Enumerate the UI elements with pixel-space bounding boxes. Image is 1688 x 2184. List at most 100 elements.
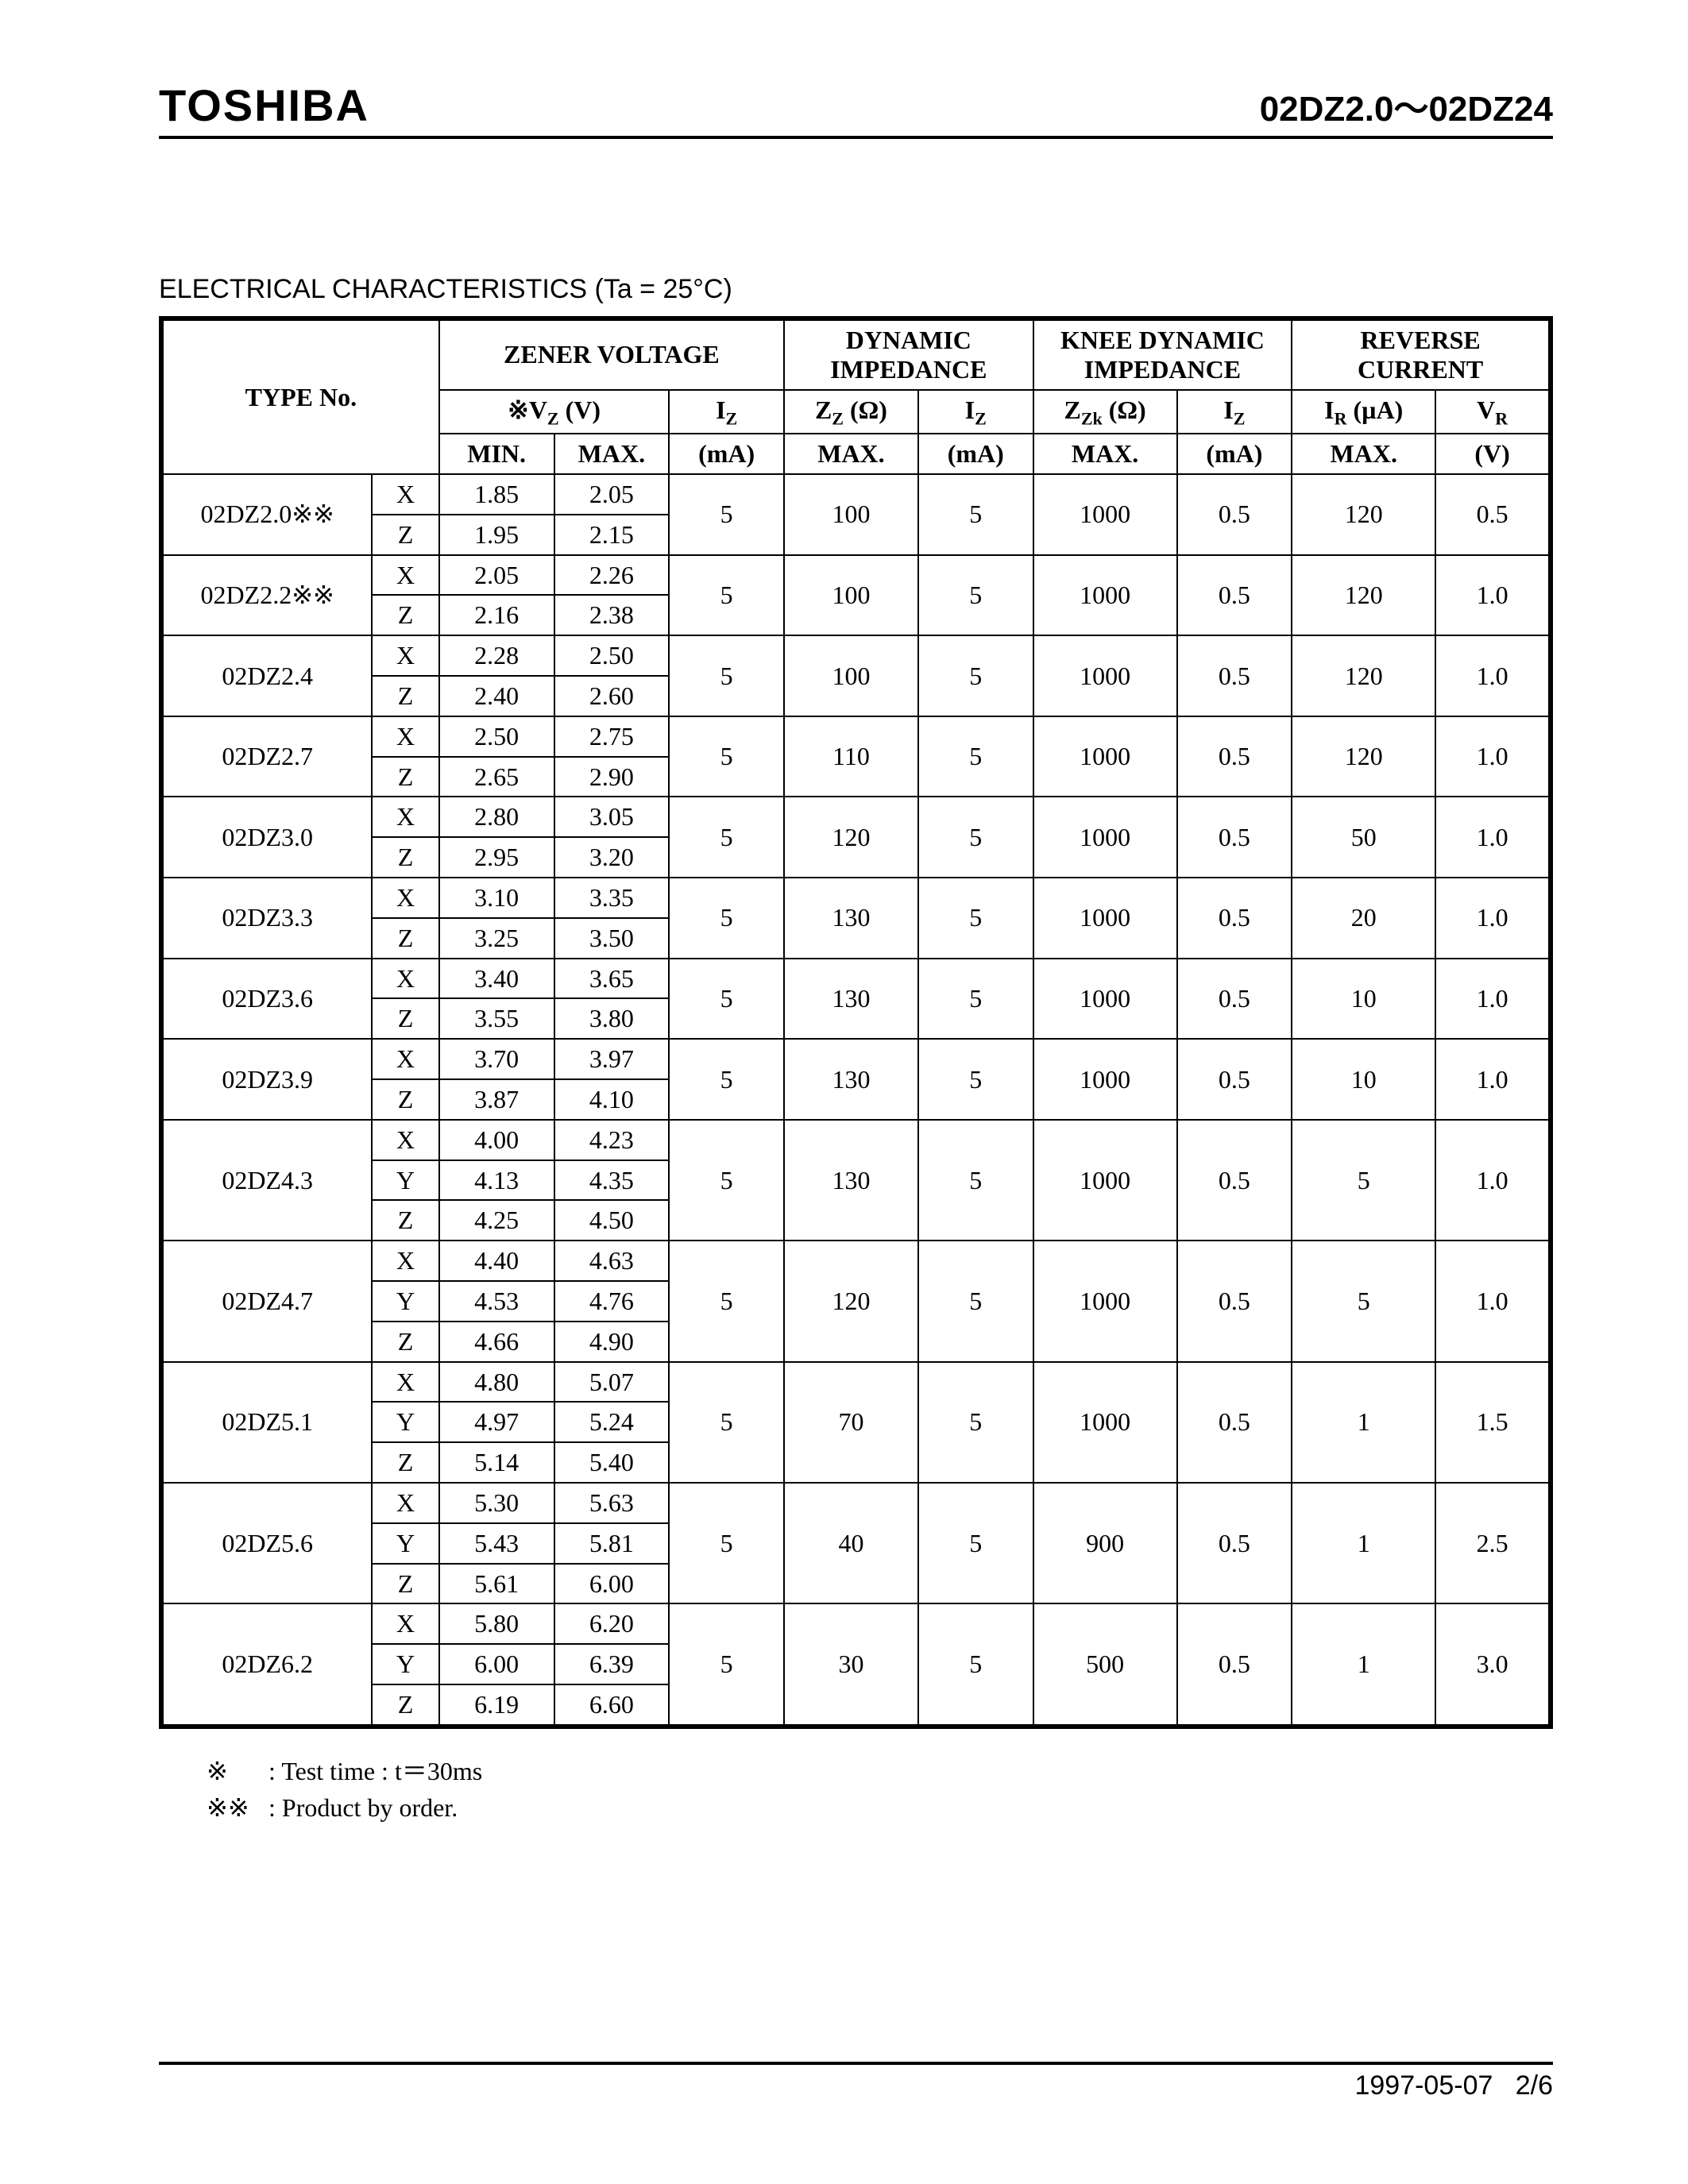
footer-rule: [159, 2062, 1553, 2065]
cell-grade: X: [372, 1039, 438, 1079]
cell-ir: 120: [1292, 555, 1435, 636]
cell-iz1: 5: [669, 1483, 784, 1603]
table-row: 02DZ3.0X2.803.055120510000.5501.0: [161, 797, 1551, 837]
footnote-1: ※ : Test time : t＝30ms: [207, 1753, 1553, 1789]
cell-vz-max: 6.39: [554, 1644, 670, 1684]
brand-logo: TOSHIBA: [159, 79, 369, 131]
cell-iz1: 5: [669, 635, 784, 716]
cell-grade: X: [372, 797, 438, 837]
cell-zzk: 1000: [1033, 635, 1177, 716]
th-vz-unit: (V): [559, 396, 601, 424]
cell-vz-max: 3.35: [554, 878, 670, 918]
cell-vz-min: 4.97: [439, 1402, 554, 1442]
footer: 1997-05-07 2/6: [1354, 2070, 1553, 2101]
cell-vz-min: 3.40: [439, 959, 554, 999]
cell-vr: 2.5: [1435, 1483, 1551, 1603]
cell-vz-min: 5.43: [439, 1523, 554, 1564]
cell-vz-min: 2.65: [439, 757, 554, 797]
cell-iz2: 5: [918, 1039, 1033, 1120]
cell-zzk: 1000: [1033, 797, 1177, 878]
footnote-2: ※※ : Product by order.: [207, 1789, 1553, 1826]
cell-type: 02DZ4.7: [161, 1241, 372, 1361]
cell-zz: 130: [784, 1039, 918, 1120]
cell-grade: Z: [372, 1322, 438, 1362]
cell-zz: 130: [784, 878, 918, 959]
cell-vz-max: 2.90: [554, 757, 670, 797]
cell-type: 02DZ3.9: [161, 1039, 372, 1120]
cell-type: 02DZ5.1: [161, 1362, 372, 1483]
cell-vz-min: 2.50: [439, 716, 554, 757]
cell-vr: 0.5: [1435, 474, 1551, 555]
table-row: 02DZ4.7X4.404.635120510000.551.0: [161, 1241, 1551, 1281]
cell-iz3: 0.5: [1177, 878, 1292, 959]
cell-zzk: 900: [1033, 1483, 1177, 1603]
cell-vr: 1.0: [1435, 797, 1551, 878]
cell-vz-min: 1.95: [439, 515, 554, 555]
cell-grade: X: [372, 1362, 438, 1403]
header: TOSHIBA 02DZ2.0～02DZ24: [159, 79, 1553, 139]
th-iz-3-label: I: [1223, 396, 1233, 424]
page: TOSHIBA 02DZ2.0～02DZ24 ELECTRICAL CHARAC…: [0, 0, 1688, 1827]
cell-vr: 1.0: [1435, 1241, 1551, 1361]
cell-ir: 120: [1292, 635, 1435, 716]
cell-zzk: 1000: [1033, 1241, 1177, 1361]
footer-date: 1997-05-07: [1354, 2070, 1493, 2101]
th-max-2: MAX.: [784, 434, 918, 474]
part-range: 02DZ2.0～02DZ24: [1260, 80, 1553, 131]
cell-vz-min: 4.80: [439, 1362, 554, 1403]
cell-ir: 10: [1292, 959, 1435, 1040]
cell-vz-min: 2.80: [439, 797, 554, 837]
cell-vz-min: 5.30: [439, 1483, 554, 1523]
cell-iz1: 5: [669, 555, 784, 636]
th-min: MIN.: [439, 434, 554, 474]
cell-vz-max: 6.00: [554, 1564, 670, 1604]
cell-zzk: 500: [1033, 1603, 1177, 1726]
cell-vz-max: 3.80: [554, 998, 670, 1039]
cell-grade: X: [372, 1483, 438, 1523]
th-zzk-label: Z: [1064, 396, 1080, 424]
cell-iz3: 0.5: [1177, 635, 1292, 716]
cell-iz2: 5: [918, 474, 1033, 555]
cell-vz-min: 4.13: [439, 1160, 554, 1201]
cell-vz-min: 6.19: [439, 1684, 554, 1727]
th-ir-label: I: [1324, 396, 1334, 424]
table-row: 02DZ2.0※※X1.852.055100510000.51200.5: [161, 474, 1551, 515]
cell-iz2: 5: [918, 1483, 1033, 1603]
cell-grade: X: [372, 878, 438, 918]
cell-vz-max: 3.05: [554, 797, 670, 837]
cell-type: 02DZ4.3: [161, 1120, 372, 1241]
cell-type: 02DZ3.0: [161, 797, 372, 878]
cell-grade: X: [372, 716, 438, 757]
th-vz: ※VZ (V): [439, 390, 669, 434]
cell-iz2: 5: [918, 797, 1033, 878]
cell-zz: 70: [784, 1362, 918, 1483]
cell-type: 02DZ5.6: [161, 1483, 372, 1603]
cell-zz: 100: [784, 555, 918, 636]
table-row: 02DZ3.9X3.703.975130510000.5101.0: [161, 1039, 1551, 1079]
cell-vz-max: 2.15: [554, 515, 670, 555]
cell-iz3: 0.5: [1177, 1120, 1292, 1241]
cell-zz: 110: [784, 716, 918, 797]
cell-zzk: 1000: [1033, 716, 1177, 797]
th-iz-1: IZ: [669, 390, 784, 434]
cell-iz1: 5: [669, 878, 784, 959]
cell-vz-min: 2.28: [439, 635, 554, 676]
cell-grade: Z: [372, 1200, 438, 1241]
table-row: 02DZ2.7X2.502.755110510000.51201.0: [161, 716, 1551, 757]
cell-zz: 100: [784, 635, 918, 716]
cell-iz2: 5: [918, 635, 1033, 716]
table-row: 02DZ5.1X4.805.07570510000.511.5: [161, 1362, 1551, 1403]
th-zzk-sub: Zk: [1081, 408, 1103, 428]
cell-vz-max: 5.07: [554, 1362, 670, 1403]
cell-vz-max: 5.63: [554, 1483, 670, 1523]
cell-iz1: 5: [669, 1603, 784, 1726]
table-row: 02DZ3.6X3.403.655130510000.5101.0: [161, 959, 1551, 999]
cell-iz1: 5: [669, 1362, 784, 1483]
th-iz-2: IZ: [918, 390, 1033, 434]
footnote-1-symbol: ※: [207, 1753, 262, 1789]
cell-vr: 3.0: [1435, 1603, 1551, 1726]
footnote-1-text: : Test time : t＝30ms: [268, 1757, 482, 1785]
cell-vz-max: 2.05: [554, 474, 670, 515]
cell-iz1: 5: [669, 797, 784, 878]
cell-grade: X: [372, 1120, 438, 1160]
